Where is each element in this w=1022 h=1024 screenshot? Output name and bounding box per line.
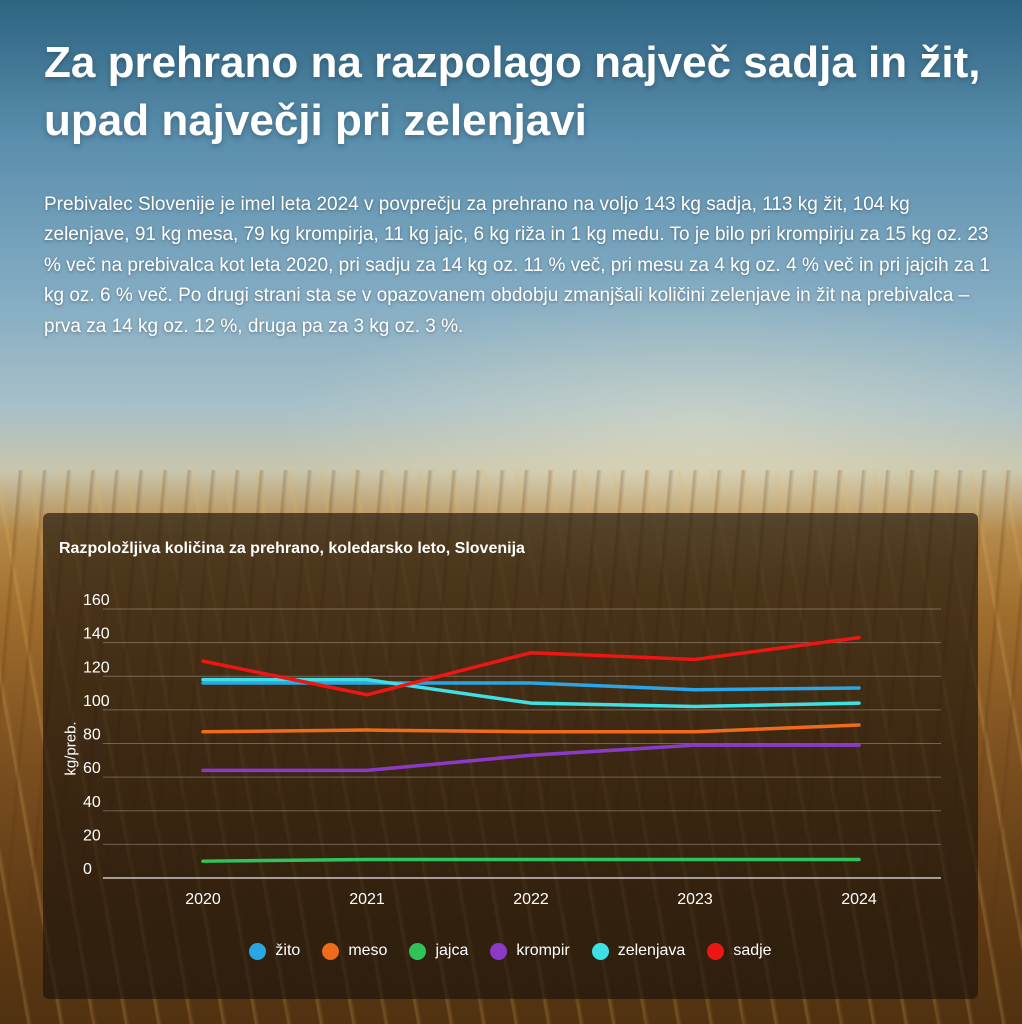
page-headline: Za prehrano na razpolago največ sadja in… <box>44 38 981 145</box>
legend-item-jajca[interactable]: jajca <box>409 939 468 963</box>
y-tick-label: 160 <box>83 592 110 609</box>
line-chart: 0 20 40 60 80 100 120 140 160 2020 2021 2022 2023 202… <box>83 592 941 908</box>
series-line-krompir[interactable] <box>201 743 861 773</box>
legend-label: žito <box>275 942 301 959</box>
legend-marker-icon <box>591 942 609 960</box>
legend-item-žito[interactable]: žito <box>249 939 300 963</box>
legend-label: sadje <box>733 942 772 959</box>
y-tick-label: 80 <box>83 727 101 744</box>
y-tick-label: 100 <box>83 693 110 710</box>
series-line-sadje[interactable] <box>201 635 861 697</box>
chart-legend: žito meso jajca krompir zelenjava sadje <box>43 939 978 963</box>
y-tick-label: 60 <box>83 760 101 777</box>
legend-label: zelenjava <box>617 942 686 959</box>
y-tick-label: 40 <box>83 794 101 811</box>
chart-panel: Razpoložljiva količina za prehrano, kole… <box>43 513 978 999</box>
legend-marker-icon <box>707 942 725 960</box>
y-tick-label: 20 <box>83 827 101 844</box>
series-line-meso[interactable] <box>201 723 861 734</box>
legend-item-meso[interactable]: meso <box>322 939 387 963</box>
legend-marker-icon <box>322 942 340 960</box>
x-tick-label: 2024 <box>841 891 877 908</box>
lead-paragraph: Prebivalec Slovenije je imel leta 2024 v… <box>44 194 990 337</box>
legend-item-sadje[interactable]: sadje <box>707 939 772 963</box>
series-line-žito[interactable] <box>201 681 861 692</box>
legend-label: meso <box>348 942 388 959</box>
x-tick-label: 2022 <box>513 891 549 908</box>
legend-marker-icon <box>409 942 427 960</box>
legend-marker-icon <box>490 942 508 960</box>
legend-marker-icon <box>249 942 267 960</box>
y-tick-label: 0 <box>83 861 92 878</box>
x-tick-label: 2023 <box>677 891 713 908</box>
legend-item-zelenjava[interactable]: zelenjava <box>591 939 686 963</box>
y-tick-label: 120 <box>83 659 110 676</box>
y-tick-label: 140 <box>83 626 110 643</box>
series-line-jajca[interactable] <box>201 857 861 863</box>
legend-label: jajca <box>435 942 469 959</box>
legend-label: krompir <box>516 942 570 959</box>
chart-title: Razpoložljiva količina za prehrano, kole… <box>59 540 525 557</box>
x-tick-label: 2020 <box>185 891 221 908</box>
series-line-zelenjava[interactable] <box>201 677 861 709</box>
x-tick-label: 2021 <box>349 891 385 908</box>
legend-item-krompir[interactable]: krompir <box>490 939 570 963</box>
